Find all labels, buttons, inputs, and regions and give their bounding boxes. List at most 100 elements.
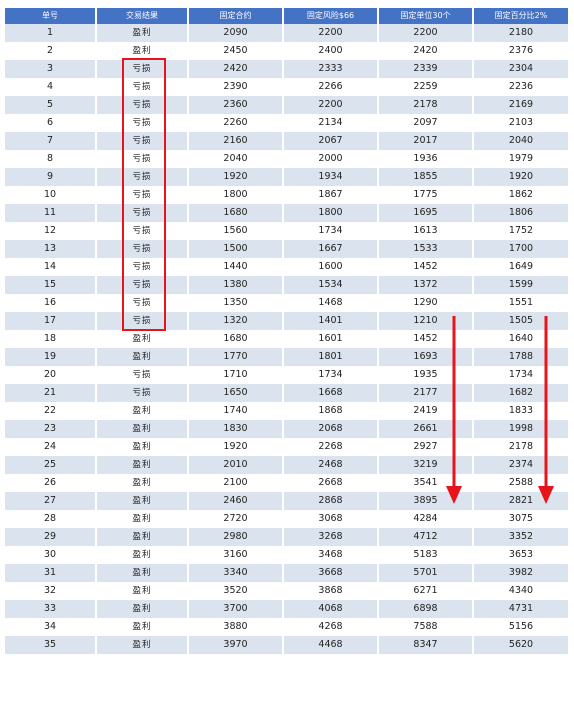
cell-fixed-risk: 3068 <box>284 510 379 528</box>
cell-fixed-percent: 1599 <box>474 276 570 294</box>
cell-fixed-units: 6271 <box>379 582 474 600</box>
cell-trade-number: 8 <box>5 150 97 168</box>
cell-trade-number: 26 <box>5 474 97 492</box>
cell-trade-result: 盈利 <box>97 600 189 618</box>
cell-fixed-risk: 1668 <box>284 384 379 402</box>
table-row: 4 亏损 2390 2266 2259 2236 <box>5 78 570 96</box>
cell-trade-number: 10 <box>5 186 97 204</box>
cell-fixed-units: 3541 <box>379 474 474 492</box>
cell-fixed-risk: 1867 <box>284 186 379 204</box>
cell-fixed-risk: 1734 <box>284 222 379 240</box>
cell-trade-result: 盈利 <box>97 348 189 366</box>
cell-fixed-risk: 4268 <box>284 618 379 636</box>
cell-fixed-contract: 2100 <box>189 474 284 492</box>
cell-fixed-units: 3219 <box>379 456 474 474</box>
cell-fixed-contract: 3880 <box>189 618 284 636</box>
cell-trade-number: 16 <box>5 294 97 312</box>
cell-fixed-contract: 2720 <box>189 510 284 528</box>
cell-fixed-risk: 3868 <box>284 582 379 600</box>
table-row: 34 盈利 3880 4268 7588 5156 <box>5 618 570 636</box>
cell-fixed-percent: 3653 <box>474 546 570 564</box>
table-header-row: 单号 交易结果 固定合约 固定风险$66 固定单位30个 固定百分比2% <box>5 8 570 24</box>
cell-fixed-units: 4284 <box>379 510 474 528</box>
cell-fixed-units: 1290 <box>379 294 474 312</box>
cell-fixed-risk: 2266 <box>284 78 379 96</box>
cell-trade-number: 25 <box>5 456 97 474</box>
table-row: 24 盈利 1920 2268 2927 2178 <box>5 438 570 456</box>
cell-fixed-risk: 1801 <box>284 348 379 366</box>
cell-fixed-percent: 2236 <box>474 78 570 96</box>
cell-fixed-contract: 2260 <box>189 114 284 132</box>
cell-trade-number: 20 <box>5 366 97 384</box>
cell-fixed-risk: 3468 <box>284 546 379 564</box>
cell-fixed-units: 2017 <box>379 132 474 150</box>
cell-fixed-percent: 1833 <box>474 402 570 420</box>
cell-trade-result: 盈利 <box>97 456 189 474</box>
cell-trade-result: 盈利 <box>97 402 189 420</box>
cell-fixed-units: 2661 <box>379 420 474 438</box>
cell-fixed-contract: 3520 <box>189 582 284 600</box>
cell-fixed-risk: 1600 <box>284 258 379 276</box>
cell-fixed-units: 1613 <box>379 222 474 240</box>
cell-fixed-risk: 1401 <box>284 312 379 330</box>
cell-fixed-percent: 1682 <box>474 384 570 402</box>
cell-fixed-risk: 1534 <box>284 276 379 294</box>
cell-fixed-contract: 1680 <box>189 204 284 222</box>
cell-trade-number: 23 <box>5 420 97 438</box>
cell-fixed-contract: 2460 <box>189 492 284 510</box>
cell-trade-number: 14 <box>5 258 97 276</box>
header-fixed-risk: 固定风险$66 <box>284 8 379 24</box>
cell-fixed-contract: 2450 <box>189 42 284 60</box>
cell-fixed-percent: 1998 <box>474 420 570 438</box>
cell-trade-result: 盈利 <box>97 24 189 42</box>
table-row: 33 盈利 3700 4068 6898 4731 <box>5 600 570 618</box>
cell-fixed-contract: 3340 <box>189 564 284 582</box>
cell-fixed-units: 1533 <box>379 240 474 258</box>
table-row: 13 亏损 1500 1667 1533 1700 <box>5 240 570 258</box>
cell-trade-number: 11 <box>5 204 97 222</box>
cell-fixed-units: 2097 <box>379 114 474 132</box>
cell-fixed-contract: 2980 <box>189 528 284 546</box>
cell-fixed-units: 1452 <box>379 330 474 348</box>
cell-fixed-contract: 1320 <box>189 312 284 330</box>
cell-trade-result: 盈利 <box>97 636 189 654</box>
table-row: 6 亏损 2260 2134 2097 2103 <box>5 114 570 132</box>
table-row: 3 亏损 2420 2333 2339 2304 <box>5 60 570 78</box>
cell-trade-number: 5 <box>5 96 97 114</box>
cell-trade-number: 13 <box>5 240 97 258</box>
cell-trade-result: 亏损 <box>97 294 189 312</box>
cell-fixed-percent: 4731 <box>474 600 570 618</box>
table-row: 26 盈利 2100 2668 3541 2588 <box>5 474 570 492</box>
cell-fixed-units: 1936 <box>379 150 474 168</box>
cell-fixed-percent: 4340 <box>474 582 570 600</box>
table-body: 1 盈利 2090 2200 2200 2180 2 盈利 2450 2400 2420 2376 3 亏… <box>5 24 570 654</box>
cell-fixed-units: 1695 <box>379 204 474 222</box>
cell-trade-number: 32 <box>5 582 97 600</box>
cell-trade-result: 亏损 <box>97 78 189 96</box>
cell-trade-result: 盈利 <box>97 330 189 348</box>
cell-fixed-percent: 1788 <box>474 348 570 366</box>
cell-trade-number: 19 <box>5 348 97 366</box>
cell-fixed-risk: 2668 <box>284 474 379 492</box>
cell-trade-result: 亏损 <box>97 384 189 402</box>
table-row: 5 亏损 2360 2200 2178 2169 <box>5 96 570 114</box>
cell-fixed-units: 2927 <box>379 438 474 456</box>
table-row: 18 盈利 1680 1601 1452 1640 <box>5 330 570 348</box>
cell-trade-result: 盈利 <box>97 546 189 564</box>
cell-fixed-units: 2177 <box>379 384 474 402</box>
cell-trade-result: 亏损 <box>97 366 189 384</box>
table-row: 19 盈利 1770 1801 1693 1788 <box>5 348 570 366</box>
cell-trade-result: 亏损 <box>97 168 189 186</box>
table-row: 28 盈利 2720 3068 4284 3075 <box>5 510 570 528</box>
cell-trade-number: 7 <box>5 132 97 150</box>
cell-fixed-percent: 2376 <box>474 42 570 60</box>
cell-trade-result: 亏损 <box>97 240 189 258</box>
cell-trade-result: 亏损 <box>97 186 189 204</box>
table-row: 25 盈利 2010 2468 3219 2374 <box>5 456 570 474</box>
cell-fixed-contract: 2420 <box>189 60 284 78</box>
cell-fixed-risk: 3268 <box>284 528 379 546</box>
cell-fixed-contract: 3160 <box>189 546 284 564</box>
cell-fixed-contract: 1350 <box>189 294 284 312</box>
cell-fixed-percent: 2178 <box>474 438 570 456</box>
header-trade-number: 单号 <box>5 8 97 24</box>
